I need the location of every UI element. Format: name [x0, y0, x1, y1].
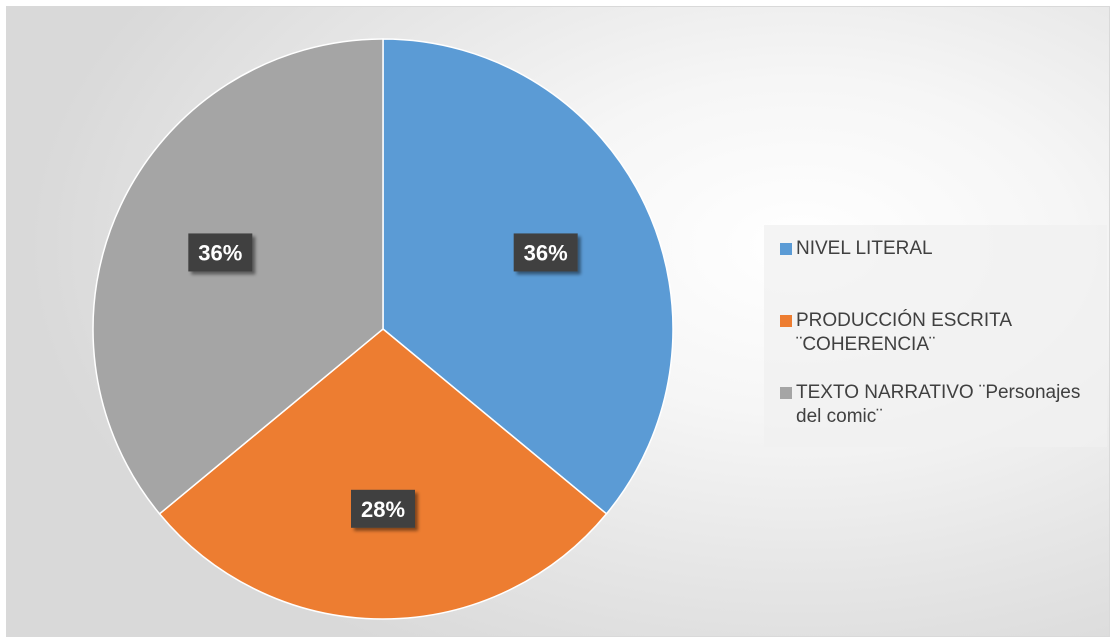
pie-chart: 36% 28% 36%: [92, 38, 674, 620]
data-label-box-nivel-literal: [513, 233, 578, 272]
legend-label-produccion-escrita: PRODUCCIÓN ESCRITA ¨COHERENCIA¨: [796, 310, 1013, 355]
pie-slice-nivel-literal: [382, 38, 674, 515]
chart-area: 36% 28% 36% NIVEL LITERAL PRODUCCIÓN ESCRI…: [6, 6, 1110, 637]
legend-swatch-nivel-literal: [780, 243, 792, 255]
legend: NIVEL LITERAL PRODUCCIÓN ESCRITA ¨COHERE…: [764, 225, 1107, 447]
legend-item-texto-narrativo: TEXTO NARRATIVO ¨Personajes del comic¨: [780, 381, 1080, 429]
legend-item-nivel-literal: NIVEL LITERAL: [780, 237, 933, 261]
data-label-text-nivel-literal: 36%: [524, 240, 568, 265]
data-label-texto-narrativo: 36%: [188, 233, 253, 272]
pie-slice-texto-narrativo: [92, 38, 384, 515]
pie-slice-produccion-escrita: [158, 328, 608, 620]
legend-swatch-texto-narrativo: [780, 387, 792, 399]
legend-item-produccion-escrita: PRODUCCIÓN ESCRITA ¨COHERENCIA¨: [780, 309, 1012, 357]
data-label-box-produccion-escrita: [351, 489, 415, 528]
legend-swatch-produccion-escrita: [780, 315, 792, 327]
data-label-produccion-escrita: 28%: [351, 489, 415, 528]
data-label-text-texto-narrativo: 36%: [198, 240, 242, 265]
legend-label-nivel-literal: NIVEL LITERAL: [796, 238, 933, 259]
data-label-nivel-literal: 36%: [513, 233, 578, 272]
data-label-box-texto-narrativo: [188, 233, 253, 272]
data-label-text-produccion-escrita: 28%: [361, 497, 405, 522]
legend-label-texto-narrativo: TEXTO NARRATIVO ¨Personajes del comic¨: [796, 382, 1081, 427]
